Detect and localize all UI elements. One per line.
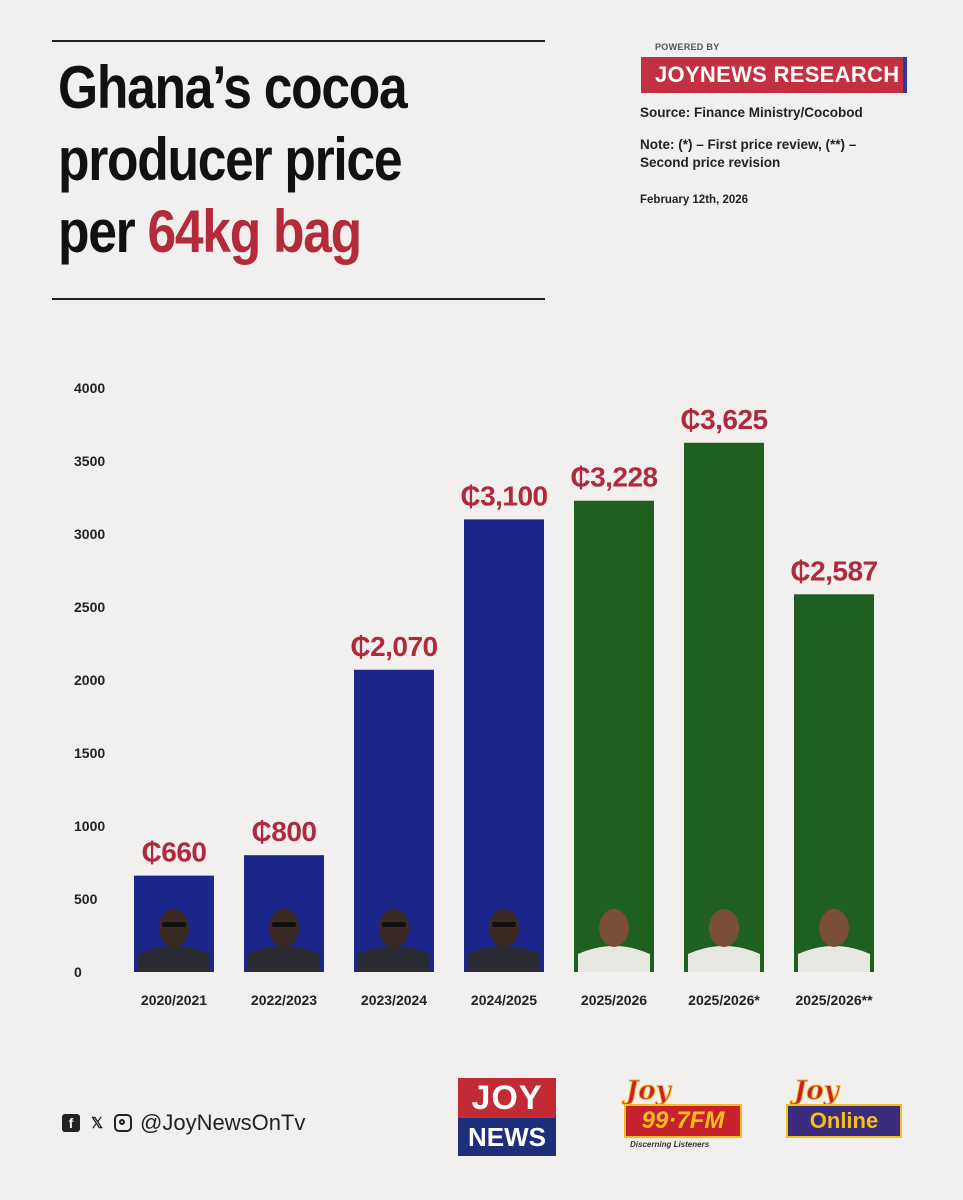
portrait-shoulders [688,946,760,972]
handle-text: @JoyNewsOnTv [140,1110,306,1135]
note-line-1: Note: (*) – First price review, (**) – [640,137,857,152]
instagram-icon [114,1114,132,1132]
powered-by-label: POWERED BY [655,42,720,52]
x-icon: 𝕏 [90,1115,104,1132]
bar [574,500,654,972]
page-title: Ghana’s cocoa producer price per 64kg ba… [58,52,471,268]
portrait-shoulders [578,946,650,972]
portrait-glasses [272,922,296,927]
bar [684,442,764,972]
y-tick-label: 2000 [74,672,105,688]
joy-online-logo: Joy Online [782,1076,906,1156]
bar-chart: 0 500 1000 1500 2000 2500 3000 3500 4000 ₵660 2020… [74,380,878,1008]
y-tick-label: 0 [74,964,82,980]
joy-online-logo-word: Online [786,1104,902,1138]
portrait-head [599,909,629,947]
facebook-icon: f [62,1114,80,1132]
joynews-logo-top: JOY [458,1078,556,1118]
x-tick-label: 2024/2025 [471,992,537,1008]
y-tick-label: 4000 [74,380,105,396]
value-label: ₵2,070 [350,631,437,662]
value-label: ₵2,587 [790,555,877,586]
y-tick-label: 2500 [74,599,105,615]
portrait-shoulders [138,946,210,972]
x-tick-label: 2020/2021 [141,992,207,1008]
portrait-shoulders [468,946,540,972]
title-line-3-pre: per [58,198,148,265]
portrait-head [269,909,299,947]
x-tick-label: 2023/2024 [361,992,427,1008]
title-line-3: per 64kg bag [58,196,471,268]
joy-fm-logo-joy: Joy [626,1076,672,1107]
portrait-head [709,909,739,947]
date-text: February 12th, 2026 [640,194,749,206]
x-tick-label: 2022/2023 [251,992,317,1008]
value-label: ₵3,100 [460,480,547,511]
bar [464,519,544,972]
y-tick-label: 3000 [74,526,105,542]
portrait-head [159,909,189,947]
portrait-glasses [382,922,406,927]
portrait-shoulders [358,946,430,972]
title-rule-top [52,40,545,42]
portrait-glasses [492,922,516,927]
title-accent: 64kg bag [147,198,362,265]
value-label: ₵3,228 [570,462,657,493]
x-tick-label: 2025/2026* [688,992,760,1008]
y-tick-label: 1500 [74,745,105,761]
value-label: ₵800 [252,816,317,847]
portrait-shoulders [798,946,870,972]
portrait-head [819,909,849,947]
joy-fm-logo: Joy 99·7FM Discerning Listeners [620,1076,748,1156]
joynews-logo-bottom: NEWS [458,1118,556,1156]
title-line-1: Ghana’s cocoa [58,54,408,121]
title-line-2: producer price [58,126,403,193]
x-tick-label: 2025/2026** [795,992,873,1008]
y-tick-label: 500 [74,891,98,907]
portrait-shoulders [248,946,320,972]
y-tick-label: 1000 [74,818,105,834]
title-rule-bottom [52,298,545,300]
x-tick-label: 2025/2026 [581,992,647,1008]
joy-fm-logo-frequency: 99·7FM [624,1104,742,1138]
source-text: Source: Finance Ministry/Cocobod [640,105,863,120]
portrait-glasses [162,922,186,927]
portrait-head [489,909,519,947]
y-tick-label: 3500 [74,453,105,469]
value-label: ₵3,625 [680,404,767,435]
joy-online-logo-joy: Joy [794,1076,840,1107]
brand-banner: JOYNEWS RESEARCH [641,57,907,93]
social-handle: f 𝕏 @JoyNewsOnTv [62,1110,305,1136]
joy-fm-logo-tagline: Discerning Listeners [630,1140,710,1149]
value-label: ₵660 [142,837,207,868]
joynews-logo: JOY NEWS [458,1078,556,1156]
portrait-head [379,909,409,947]
note-line-2: Second price revision [640,155,781,170]
